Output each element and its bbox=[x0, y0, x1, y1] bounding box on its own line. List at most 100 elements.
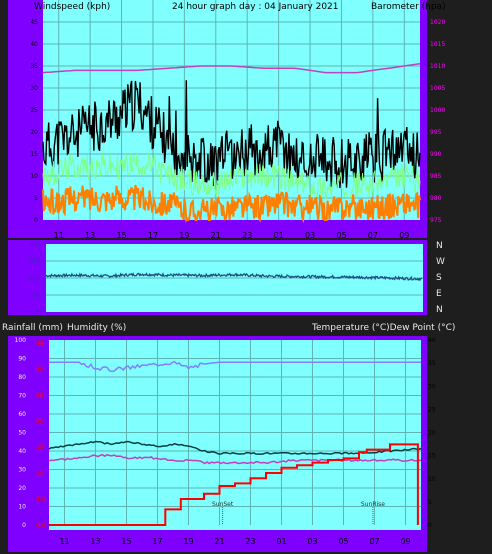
direction-y-tick-label: 0 bbox=[36, 309, 40, 316]
wind-x-tick-label: 11 bbox=[54, 231, 64, 240]
sun-event-label: SunSet bbox=[212, 501, 234, 508]
humidity-axis-label: Humidity (%) bbox=[67, 323, 126, 333]
temperature-y-tick-label: 20 bbox=[428, 430, 436, 437]
temperature-y-tick-label: 30 bbox=[428, 383, 436, 390]
wind-y-tick-label: 15 bbox=[30, 151, 38, 158]
temperature-y-tick-label: 40 bbox=[428, 337, 436, 344]
wind-x-tick-label: 07 bbox=[368, 231, 378, 240]
wind-x-tick-label: 03 bbox=[305, 231, 315, 240]
compass-label: N bbox=[436, 241, 443, 251]
wind-x-tick-label: 19 bbox=[179, 231, 189, 240]
wind-y-tick-label: 0 bbox=[34, 217, 38, 224]
rain-series-layer: 01020304050607080901000.05.0101520253035… bbox=[15, 337, 436, 546]
dewpoint-series-line bbox=[48, 453, 421, 465]
rain-x-tick-label: 07 bbox=[369, 537, 379, 546]
wind-y-tick-label: 35 bbox=[30, 63, 38, 70]
barometer-y-tick-label: 975 bbox=[430, 217, 442, 224]
direction-series-line bbox=[45, 272, 423, 282]
chart-title: 24 hour graph day : 04 January 2021 bbox=[172, 2, 339, 12]
wind-x-tick-label: 17 bbox=[148, 231, 158, 240]
rain-x-tick-label: 15 bbox=[121, 537, 131, 546]
rainfall-y-tick-label: 25 bbox=[36, 392, 44, 399]
temperature-axis-label: Temperature (°C)Dew Point (°C) bbox=[311, 323, 455, 333]
wind-y-tick-label: 40 bbox=[30, 41, 38, 48]
humidity-y-tick-label: 60 bbox=[18, 411, 26, 418]
humidity-y-tick-label: 0 bbox=[22, 522, 26, 529]
gust-series-line bbox=[42, 80, 421, 189]
wind-y-tick-label: 5 bbox=[34, 195, 38, 202]
humidity-y-tick-label: 40 bbox=[18, 448, 26, 455]
compass-label: S bbox=[436, 273, 442, 283]
rainfall-series-line bbox=[49, 443, 419, 526]
humidity-y-tick-label: 30 bbox=[18, 467, 26, 474]
wind-x-tick-label: 09 bbox=[399, 231, 409, 240]
rainfall-y-tick-label: 5.0 bbox=[36, 496, 46, 503]
wind-x-tick-label: 23 bbox=[242, 231, 252, 240]
barometer-y-tick-label: 990 bbox=[430, 151, 442, 158]
compass-label: N bbox=[436, 305, 443, 315]
wind-y-tick-label: 25 bbox=[30, 107, 38, 114]
rain-x-tick-label: 05 bbox=[338, 537, 348, 546]
wind-x-tick-label: 21 bbox=[211, 231, 221, 240]
barometer-series-line bbox=[42, 63, 421, 74]
barometer-y-tick-label: 1000 bbox=[430, 107, 445, 114]
rainfall-y-tick-label: 20 bbox=[36, 418, 44, 425]
humidity-y-tick-label: 90 bbox=[18, 356, 26, 363]
rainfall-y-tick-label: 15 bbox=[36, 444, 44, 451]
sun-event-label: SunRise bbox=[361, 501, 385, 508]
rain-x-tick-label: 17 bbox=[152, 537, 162, 546]
wind-y-tick-label: 45 bbox=[30, 19, 38, 26]
wind-speed-series-line bbox=[42, 151, 421, 201]
humidity-y-tick-label: 20 bbox=[18, 485, 26, 492]
rain-x-tick-label: 03 bbox=[307, 537, 317, 546]
humidity-y-tick-label: 100 bbox=[15, 337, 27, 344]
temperature-y-tick-label: 25 bbox=[428, 406, 436, 413]
temperature-y-tick-label: 0 bbox=[428, 522, 432, 529]
temperature-y-tick-label: 15 bbox=[428, 453, 436, 460]
direction-y-tick-label: 360 bbox=[29, 241, 41, 248]
compass-label: W bbox=[436, 257, 445, 267]
humidity-y-tick-label: 80 bbox=[18, 374, 26, 381]
rainfall-y-tick-label: 35 bbox=[36, 340, 44, 347]
wind-x-tick-label: 01 bbox=[274, 231, 284, 240]
barometer-y-tick-label: 1020 bbox=[430, 19, 445, 26]
wind-x-tick-label: 13 bbox=[85, 231, 95, 240]
barometer-y-tick-label: 985 bbox=[430, 173, 442, 180]
barometer-y-tick-label: 995 bbox=[430, 129, 442, 136]
barometer-y-tick-label: 1015 bbox=[430, 41, 445, 48]
wind-series-layer: 0510152025303540459759809859909951000100… bbox=[30, 0, 445, 240]
direction-y-tick-label: 180 bbox=[29, 275, 41, 282]
barometer-y-tick-label: 1005 bbox=[430, 85, 445, 92]
temperature-y-tick-label: 10 bbox=[428, 476, 436, 483]
compass-label: E bbox=[436, 289, 442, 299]
rainfall-y-tick-label: 0.0 bbox=[36, 522, 46, 529]
humidity-y-tick-label: 10 bbox=[18, 504, 26, 511]
humidity-series-line bbox=[49, 360, 421, 373]
wind-x-tick-label: 05 bbox=[336, 231, 346, 240]
rainfall-y-tick-label: 10 bbox=[36, 470, 44, 477]
wind-low-series-line bbox=[42, 184, 421, 224]
barometer-y-tick-label: 1010 bbox=[430, 63, 445, 70]
direction-y-tick-label: 270 bbox=[29, 258, 41, 265]
rainfall-y-tick-label: 30 bbox=[36, 366, 44, 373]
barometer-axis-label: Barometer (hpa) bbox=[371, 2, 446, 12]
rain-x-tick-label: 21 bbox=[214, 537, 224, 546]
wind-y-tick-label: 30 bbox=[30, 85, 38, 92]
wind-y-tick-label: 10 bbox=[30, 173, 38, 180]
wind-x-tick-label: 15 bbox=[116, 231, 126, 240]
direction-y-tick-label: 90 bbox=[32, 292, 40, 299]
rain-x-tick-label: 13 bbox=[90, 537, 100, 546]
rainfall-axis-label: Rainfall (mm) bbox=[2, 323, 63, 333]
rain-x-tick-label: 01 bbox=[276, 537, 286, 546]
rain-x-tick-label: 09 bbox=[400, 537, 410, 546]
barometer-y-tick-label: 980 bbox=[430, 195, 442, 202]
humidity-y-tick-label: 70 bbox=[18, 393, 26, 400]
temperature-y-tick-label: 35 bbox=[428, 360, 436, 367]
rain-x-tick-label: 19 bbox=[183, 537, 193, 546]
rain-x-tick-label: 11 bbox=[59, 537, 69, 546]
rain-x-tick-label: 23 bbox=[245, 537, 255, 546]
temperature-y-tick-label: 5 bbox=[428, 499, 432, 506]
wind-y-tick-label: 20 bbox=[30, 129, 38, 136]
